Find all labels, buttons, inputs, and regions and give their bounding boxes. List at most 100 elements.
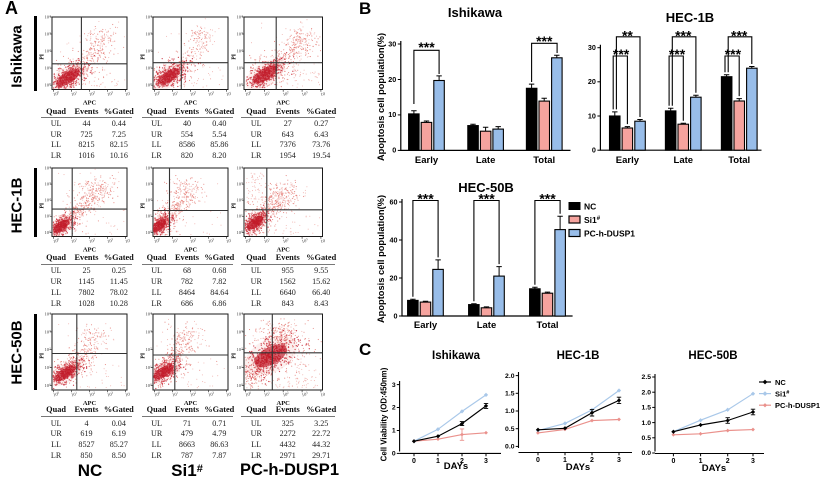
svg-text:APC: APC bbox=[276, 99, 290, 106]
svg-text:APC: APC bbox=[83, 99, 97, 106]
svg-text:***: *** bbox=[613, 46, 630, 62]
svg-text:104: 104 bbox=[236, 312, 243, 317]
svg-text:103: 103 bbox=[106, 237, 114, 244]
svg-text:20: 20 bbox=[388, 75, 396, 84]
svg-text:102: 102 bbox=[236, 197, 243, 203]
svg-text:0: 0 bbox=[671, 458, 675, 465]
svg-text:***: *** bbox=[669, 46, 686, 62]
svg-text:104: 104 bbox=[236, 166, 243, 170]
svg-text:100: 100 bbox=[145, 229, 152, 235]
svg-text:PC-h-DUSP1: PC-h-DUSP1 bbox=[584, 229, 635, 239]
svg-text:2.5: 2.5 bbox=[642, 374, 652, 381]
svg-text:102: 102 bbox=[189, 390, 197, 397]
svg-text:1: 1 bbox=[436, 458, 440, 465]
svg-text:101: 101 bbox=[45, 213, 52, 219]
svg-text:100: 100 bbox=[52, 390, 60, 397]
svg-text:PI: PI bbox=[40, 53, 46, 60]
svg-text:104: 104 bbox=[124, 90, 130, 97]
svg-text:0: 0 bbox=[412, 458, 416, 465]
svg-text:101: 101 bbox=[145, 65, 152, 71]
svg-text:104: 104 bbox=[45, 15, 52, 20]
svg-text:0: 0 bbox=[394, 311, 398, 320]
svg-text:100: 100 bbox=[52, 90, 60, 97]
svg-text:103: 103 bbox=[106, 390, 114, 397]
svg-text:101: 101 bbox=[145, 364, 152, 370]
svg-text:102: 102 bbox=[45, 346, 52, 352]
svg-text:1: 1 bbox=[699, 458, 703, 465]
svg-text:APC: APC bbox=[276, 247, 290, 254]
svg-text:1.5: 1.5 bbox=[642, 405, 652, 412]
svg-text:20: 20 bbox=[390, 273, 398, 282]
svg-text:101: 101 bbox=[236, 213, 243, 219]
svg-text:103: 103 bbox=[301, 237, 309, 244]
svg-text:PI: PI bbox=[231, 352, 237, 359]
svg-text:104: 104 bbox=[225, 390, 231, 397]
svg-text:100: 100 bbox=[244, 390, 252, 397]
svg-text:Si1#: Si1# bbox=[584, 215, 601, 225]
svg-text:104: 104 bbox=[124, 390, 130, 397]
svg-text:100: 100 bbox=[45, 229, 52, 235]
svg-text:1.0: 1.0 bbox=[505, 408, 515, 415]
svg-text:104: 104 bbox=[236, 15, 243, 20]
svg-text:60: 60 bbox=[390, 197, 398, 206]
svg-text:2.0: 2.0 bbox=[642, 389, 652, 396]
svg-text:103: 103 bbox=[207, 237, 215, 244]
svg-text:APC: APC bbox=[83, 400, 97, 407]
svg-text:104: 104 bbox=[319, 237, 325, 244]
svg-text:100: 100 bbox=[45, 382, 52, 388]
svg-text:101: 101 bbox=[171, 237, 179, 244]
svg-text:100: 100 bbox=[52, 237, 60, 244]
svg-text:101: 101 bbox=[263, 390, 271, 397]
svg-text:103: 103 bbox=[106, 90, 114, 97]
svg-text:100: 100 bbox=[145, 382, 152, 388]
svg-text:104: 104 bbox=[45, 312, 52, 317]
svg-text:3: 3 bbox=[751, 458, 755, 465]
svg-text:100: 100 bbox=[236, 229, 243, 235]
svg-text:103: 103 bbox=[207, 90, 215, 97]
svg-text:1.0: 1.0 bbox=[642, 420, 652, 427]
svg-text:103: 103 bbox=[145, 31, 152, 37]
svg-text:102: 102 bbox=[236, 346, 243, 352]
svg-text:104: 104 bbox=[145, 15, 152, 20]
svg-text:0.5: 0.5 bbox=[642, 435, 652, 442]
svg-text:100: 100 bbox=[236, 82, 243, 88]
svg-text:103: 103 bbox=[207, 390, 215, 397]
svg-text:0: 0 bbox=[592, 146, 596, 155]
svg-text:101: 101 bbox=[70, 390, 78, 397]
svg-text:2: 2 bbox=[726, 458, 730, 465]
svg-text:103: 103 bbox=[45, 31, 52, 37]
svg-text:103: 103 bbox=[145, 328, 152, 334]
svg-text:30: 30 bbox=[388, 39, 396, 48]
svg-text:NC: NC bbox=[775, 378, 786, 387]
svg-text:103: 103 bbox=[45, 328, 52, 334]
svg-text:PI: PI bbox=[231, 53, 237, 60]
svg-text:103: 103 bbox=[301, 390, 309, 397]
svg-text:101: 101 bbox=[263, 237, 271, 244]
svg-text:0.0: 0.0 bbox=[642, 450, 652, 457]
svg-text:**: ** bbox=[622, 27, 633, 43]
svg-text:2: 2 bbox=[460, 458, 464, 465]
svg-text:2: 2 bbox=[392, 405, 396, 412]
svg-text:101: 101 bbox=[45, 65, 52, 71]
svg-text:102: 102 bbox=[282, 390, 290, 397]
svg-text:102: 102 bbox=[282, 237, 290, 244]
svg-text:103: 103 bbox=[236, 328, 243, 334]
svg-text:103: 103 bbox=[236, 31, 243, 37]
svg-text:2: 2 bbox=[590, 457, 594, 464]
svg-text:0.5: 0.5 bbox=[505, 426, 515, 433]
svg-text:PI: PI bbox=[231, 202, 237, 209]
svg-text:3: 3 bbox=[392, 382, 396, 389]
svg-text:PI: PI bbox=[140, 352, 146, 359]
svg-text:101: 101 bbox=[70, 90, 78, 97]
svg-text:***: *** bbox=[675, 27, 692, 43]
svg-text:102: 102 bbox=[282, 90, 290, 97]
svg-text:0: 0 bbox=[536, 457, 540, 464]
svg-text:104: 104 bbox=[319, 390, 325, 397]
svg-text:103: 103 bbox=[301, 90, 309, 97]
svg-text:1: 1 bbox=[563, 457, 567, 464]
svg-text:102: 102 bbox=[145, 48, 152, 54]
svg-text:101: 101 bbox=[145, 213, 152, 219]
svg-text:101: 101 bbox=[236, 65, 243, 71]
svg-text:100: 100 bbox=[153, 390, 161, 397]
svg-text:***: *** bbox=[539, 190, 556, 206]
